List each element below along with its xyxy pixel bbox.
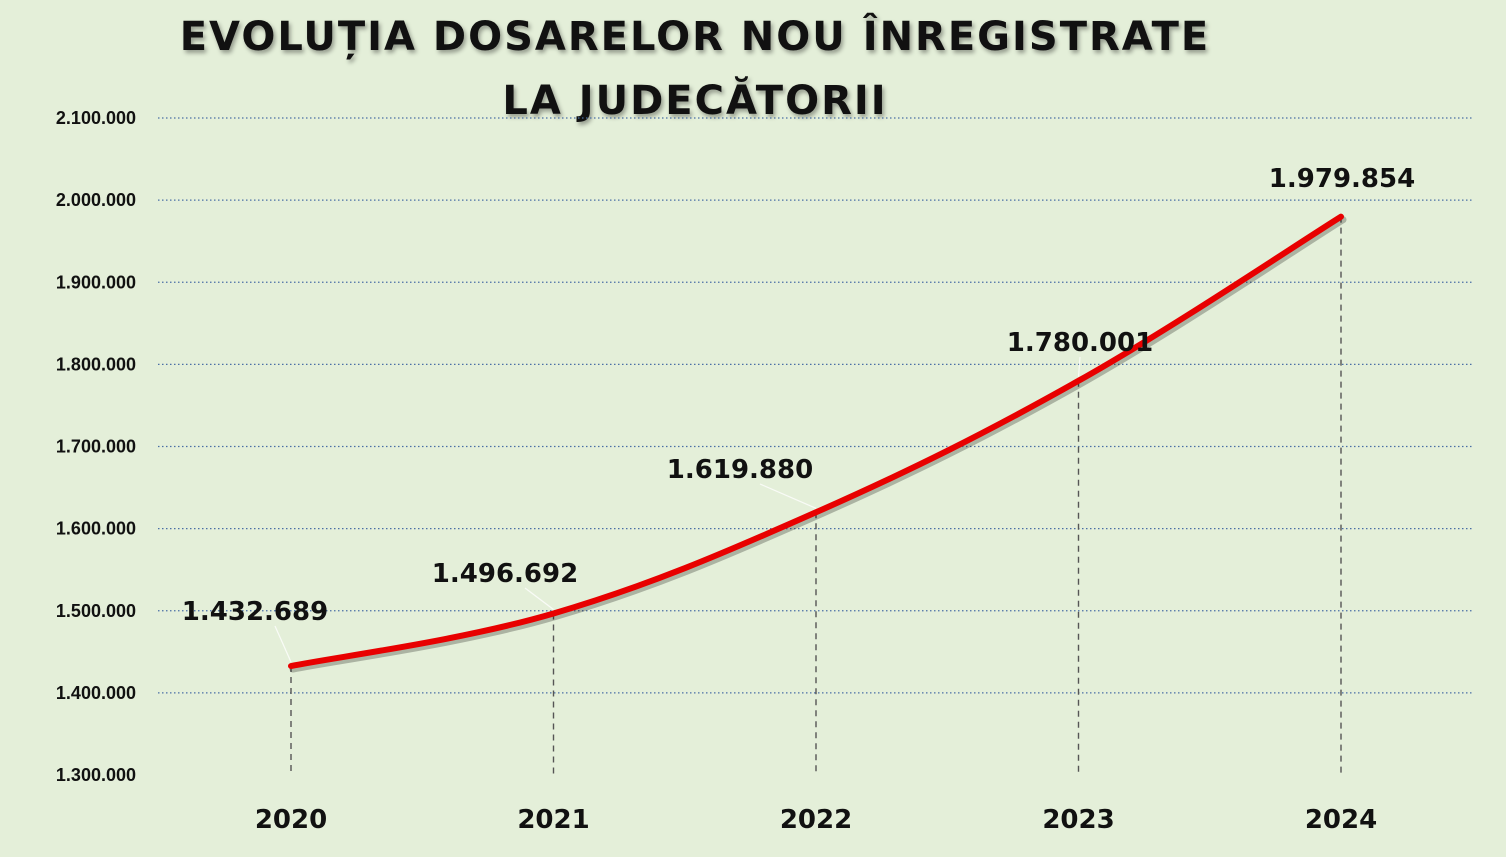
y-tick-label: 2.100.000 — [56, 108, 136, 128]
data-label: 1.780.001 — [1007, 328, 1153, 358]
y-tick-label: 1.800.000 — [56, 354, 136, 374]
series-line-shadow — [289, 216, 1347, 673]
y-tick-label: 1.500.000 — [56, 601, 136, 621]
data-label: 1.496.692 — [432, 559, 578, 589]
y-tick-label: 2.000.000 — [56, 190, 136, 210]
data-label: 1.979.854 — [1269, 164, 1415, 194]
y-tick-label: 1.700.000 — [56, 437, 136, 457]
chart-title-line-1: EVOLUȚIA DOSARELOR NOU ÎNREGISTRATE — [179, 14, 1211, 60]
data-label-leader — [524, 587, 554, 610]
x-tick-label: 2021 — [517, 805, 589, 835]
data-label: 1.619.880 — [667, 455, 813, 485]
series-line — [288, 213, 1344, 670]
data-label-leader — [274, 625, 292, 663]
data-label-leader — [1077, 356, 1081, 377]
y-tick-label: 1.300.000 — [56, 765, 136, 785]
chart-title-line-2: LA JUDECĂTORII — [502, 78, 888, 124]
y-tick-label: 1.900.000 — [56, 272, 136, 292]
x-tick-label: 2024 — [1305, 805, 1377, 835]
data-label: 1.432.689 — [182, 597, 328, 627]
x-tick-label: 2023 — [1042, 805, 1114, 835]
x-tick-label: 2020 — [255, 805, 327, 835]
data-label-leader — [759, 483, 817, 509]
y-tick-label: 1.600.000 — [56, 519, 136, 539]
x-tick-label: 2022 — [780, 805, 852, 835]
y-tick-label: 1.400.000 — [56, 683, 136, 703]
